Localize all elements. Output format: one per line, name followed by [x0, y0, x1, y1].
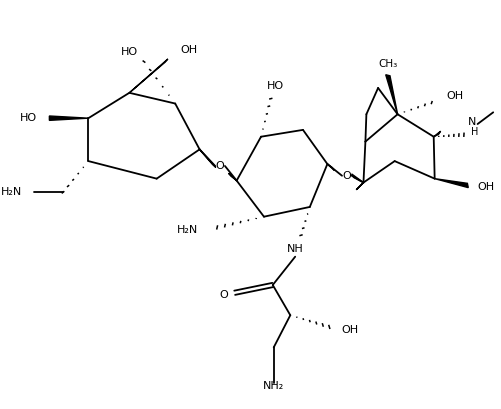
- Polygon shape: [199, 149, 216, 167]
- Text: OH: OH: [341, 325, 358, 335]
- Text: NH₂: NH₂: [263, 381, 285, 391]
- Text: O: O: [219, 290, 228, 300]
- Text: O: O: [216, 161, 224, 171]
- Text: OH: OH: [180, 45, 197, 55]
- Text: HO: HO: [20, 113, 37, 123]
- Text: H: H: [471, 127, 478, 137]
- Polygon shape: [129, 59, 168, 93]
- Text: OH: OH: [446, 91, 463, 101]
- Text: H₂N: H₂N: [1, 187, 22, 197]
- Text: HO: HO: [267, 81, 284, 91]
- Polygon shape: [386, 75, 398, 114]
- Text: NH: NH: [287, 244, 304, 254]
- Text: N: N: [468, 117, 476, 127]
- Polygon shape: [434, 131, 440, 137]
- Text: CH₃: CH₃: [378, 58, 397, 69]
- Text: O: O: [343, 171, 351, 181]
- Text: OH: OH: [477, 182, 494, 192]
- Polygon shape: [352, 174, 363, 182]
- Polygon shape: [327, 164, 335, 171]
- Text: HO: HO: [121, 47, 138, 57]
- Polygon shape: [228, 173, 236, 181]
- Polygon shape: [50, 116, 88, 120]
- Polygon shape: [435, 179, 468, 188]
- Text: H₂N: H₂N: [176, 225, 197, 235]
- Polygon shape: [356, 182, 363, 190]
